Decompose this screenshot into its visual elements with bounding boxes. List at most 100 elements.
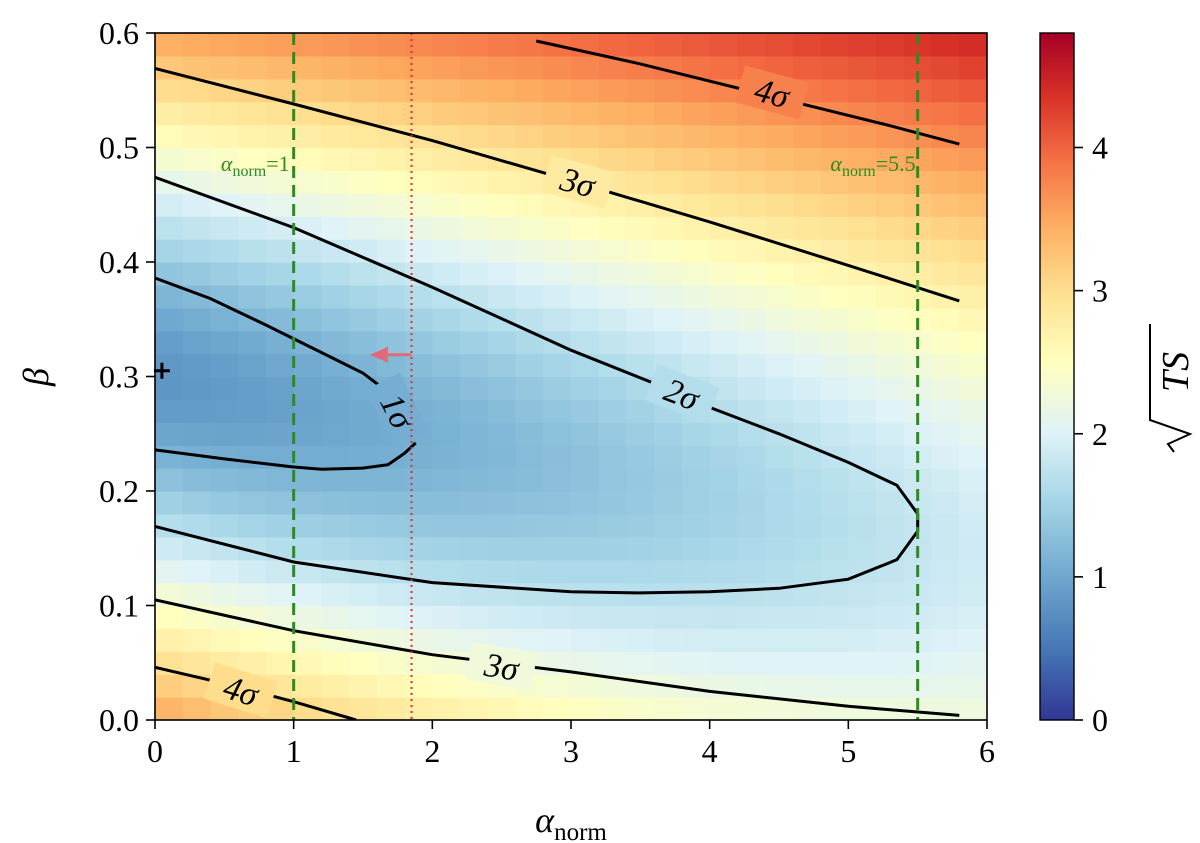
heatmap-cell <box>210 353 239 378</box>
heatmap-cell <box>321 33 350 57</box>
heatmap-cell <box>626 147 655 171</box>
heatmap-cell <box>709 239 738 263</box>
heatmap-cell <box>460 513 489 538</box>
heatmap-cell <box>654 284 683 309</box>
contour-label-group: 3σ <box>541 155 615 209</box>
heatmap-cell <box>792 651 822 675</box>
heatmap-cell <box>210 330 239 355</box>
heatmap-cell <box>432 353 461 378</box>
heatmap-cell <box>876 513 905 538</box>
heatmap-cell <box>626 262 655 286</box>
heatmap-cell <box>681 33 711 57</box>
heatmap-cell <box>321 330 350 355</box>
heatmap-cell <box>293 605 322 629</box>
heatmap-cell <box>293 674 322 698</box>
heatmap-cell <box>709 513 738 538</box>
heatmap-cell <box>598 124 628 149</box>
heatmap-cell <box>654 445 683 469</box>
heatmap-cell <box>626 307 655 332</box>
contour-label-bg <box>203 662 279 719</box>
heatmap-cell <box>709 147 738 171</box>
heatmap-cell <box>182 33 212 57</box>
heatmap-cell <box>404 101 433 126</box>
heatmap-cell <box>321 55 350 80</box>
heatmap-cell <box>765 651 794 675</box>
heatmap-cell <box>293 582 322 607</box>
heatmap-cell <box>182 170 212 194</box>
heatmap-cell <box>820 330 849 355</box>
y-tick-label: 0.0 <box>99 702 139 738</box>
heatmap-cell <box>321 193 350 217</box>
heatmap-cell <box>238 330 267 355</box>
reference-lines: αnorm=1 αnorm=5.5 <box>221 33 920 720</box>
heatmap-cell <box>876 147 905 171</box>
heatmap-cell <box>571 491 600 515</box>
heatmap-cell <box>460 468 489 492</box>
heatmap-cell <box>848 170 877 194</box>
heatmap-cell <box>903 605 933 629</box>
heatmap-cell <box>376 170 406 194</box>
heatmap-cell <box>321 468 350 492</box>
heatmap-cell <box>238 284 267 309</box>
heatmap-cell <box>959 582 987 607</box>
heatmap-cell <box>265 697 295 720</box>
heatmap-cell <box>515 353 544 378</box>
heatmap-cell <box>876 353 905 378</box>
heatmap-cell <box>210 399 239 423</box>
heatmap-cell <box>487 284 517 309</box>
heatmap-cell <box>376 605 406 629</box>
heatmap-cell <box>931 399 960 423</box>
sqrt-radical <box>1149 324 1193 453</box>
heatmap-cell <box>460 605 489 629</box>
heatmap-cell <box>238 376 267 400</box>
heatmap-cell <box>792 239 822 263</box>
heatmap-cell <box>321 536 350 561</box>
y-axis: 0.0 0.1 0.2 0.3 0.4 0.5 0.6 <box>99 15 155 738</box>
heatmap-cell <box>931 262 960 286</box>
heatmap-cell <box>210 422 239 446</box>
heatmap-cell <box>931 376 960 400</box>
heatmap-cell <box>515 491 544 515</box>
heatmap-cell <box>543 399 572 423</box>
heatmap-cell <box>876 307 905 332</box>
heatmap-cell <box>265 193 295 217</box>
heatmap-cell <box>543 445 572 469</box>
heatmap-cell <box>959 307 987 332</box>
heatmap-cell <box>626 101 655 126</box>
heatmap-cell <box>515 445 544 469</box>
heatmap-cell <box>654 605 683 629</box>
heatmap-cell <box>626 33 655 57</box>
heatmap-cell <box>432 262 461 286</box>
heatmap-cell <box>765 697 794 720</box>
heatmap-cell <box>765 124 794 149</box>
heatmap-cell <box>543 193 572 217</box>
heatmap-cell <box>681 536 711 561</box>
heatmap-cell <box>543 124 572 149</box>
heatmap-cell <box>848 147 877 171</box>
heatmap-cell <box>792 513 822 538</box>
heatmap-cell <box>376 193 406 217</box>
heatmap-cell <box>792 262 822 286</box>
heatmap-cell <box>265 628 295 652</box>
heatmap-cell <box>626 513 655 538</box>
heatmap-cell <box>321 674 350 698</box>
heatmap-cell <box>349 536 378 561</box>
heatmap-cell <box>321 628 350 652</box>
heatmap-cell <box>293 353 322 378</box>
heatmap-cell <box>820 147 849 171</box>
heatmap-cell <box>376 468 406 492</box>
heatmap-cell <box>376 101 406 126</box>
heatmap-cell <box>571 330 600 355</box>
heatmap-cell <box>959 33 987 57</box>
heatmap-cell <box>709 170 738 194</box>
ref-label-main: α <box>830 151 842 176</box>
heatmap-cell <box>321 399 350 423</box>
heatmap-cell <box>293 33 322 57</box>
heatmap-cell <box>238 491 267 515</box>
heatmap-cell <box>626 651 655 675</box>
x-tick-label: 0 <box>147 733 163 769</box>
heatmap-cell <box>349 399 378 423</box>
heatmap-cell <box>487 559 517 584</box>
heatmap-cell <box>432 445 461 469</box>
heatmap-cell <box>571 399 600 423</box>
